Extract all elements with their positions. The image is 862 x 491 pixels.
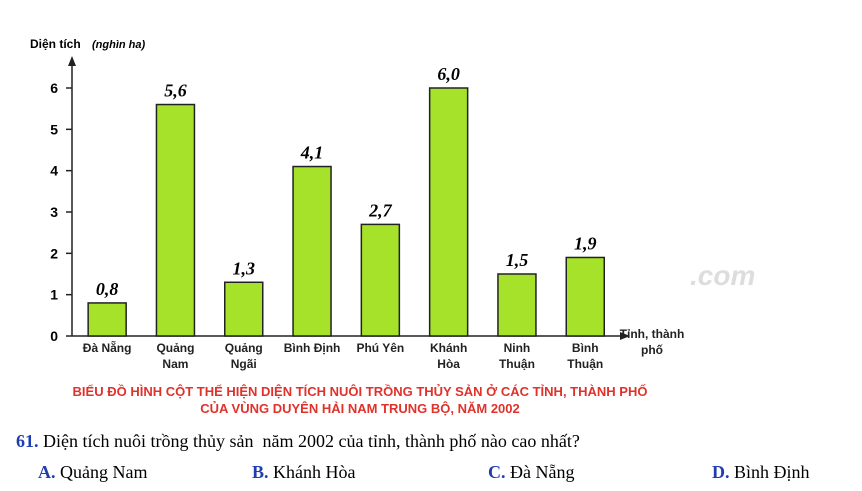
x-arrow [620,332,630,340]
bar [292,165,332,337]
bar [497,273,537,337]
x-tick-label: Quảng Ngãi [224,341,263,371]
value-label: 2,7 [368,200,393,220]
bar [428,87,469,337]
option-letter: A. [38,462,56,482]
bar [565,256,605,337]
value-label: 1,3 [233,258,256,278]
x-tick-label: Khánh Hòa [429,341,468,371]
option[interactable]: C. Đà Nẵng [488,462,574,483]
value-label: 1,9 [574,233,597,253]
x-tick-label: Bình Định [283,341,341,355]
option[interactable]: D. Bình Định [712,462,810,483]
value-label: 4,1 [300,143,324,163]
value-label: 6,0 [437,64,460,84]
option-letter: C. [488,462,506,482]
x-tick-label: Quảng Nam [156,341,195,371]
value-label: 5,6 [164,81,187,101]
question-text: Diện tích nuôi trồng thủy sản năm 2002 c… [43,431,580,451]
y-tick-label: 3 [50,204,58,220]
option-text: Khánh Hòa [273,462,356,482]
y-tick-label: 1 [50,287,58,303]
option-letter: B. [252,462,269,482]
option-text: Bình Định [734,462,810,482]
chart-title: BIỂU ĐỒ HÌNH CỘT THỂ HIỆN DIỆN TÍCH NUÔI… [72,384,648,399]
x-tick-label: Ninh Thuận [498,341,535,371]
y-axis-unit: (nghìn ha) [92,39,145,51]
x-axis-label: Tỉnh, thành phố [619,327,685,357]
y-axis-label: Diện tích [30,37,81,51]
y-tick-label: 2 [50,245,58,261]
chart-subtitle: CỦA VÙNG DUYÊN HẢI NAM TRUNG BỘ, NĂM 200… [200,401,520,416]
question: 61. Diện tích nuôi trồng thủy sản năm 20… [16,431,580,452]
bar [224,281,264,337]
option-text: Đà Nẵng [510,462,575,482]
bar [87,302,127,337]
x-tick-label: Đà Nẵng [82,341,132,355]
bar [360,223,401,337]
y-tick-label: 6 [50,80,58,96]
option[interactable]: B. Khánh Hòa [252,462,356,483]
option-text: Quảng Nam [60,462,148,482]
option[interactable]: A. Quảng Nam [38,462,147,483]
y-tick-label: 4 [50,163,58,179]
question-number: 61. [16,431,39,451]
x-tick-label: Phú Yên [356,341,405,355]
bar [155,103,196,337]
y-tick-label: 0 [50,328,58,344]
x-tick-label: Bình Thuận [567,341,604,371]
value-label: 1,5 [506,250,529,270]
option-letter: D. [712,462,730,482]
watermark: .com [690,260,755,291]
value-label: 0,8 [96,279,119,299]
y-arrow [68,56,76,66]
y-tick-label: 5 [50,121,58,137]
